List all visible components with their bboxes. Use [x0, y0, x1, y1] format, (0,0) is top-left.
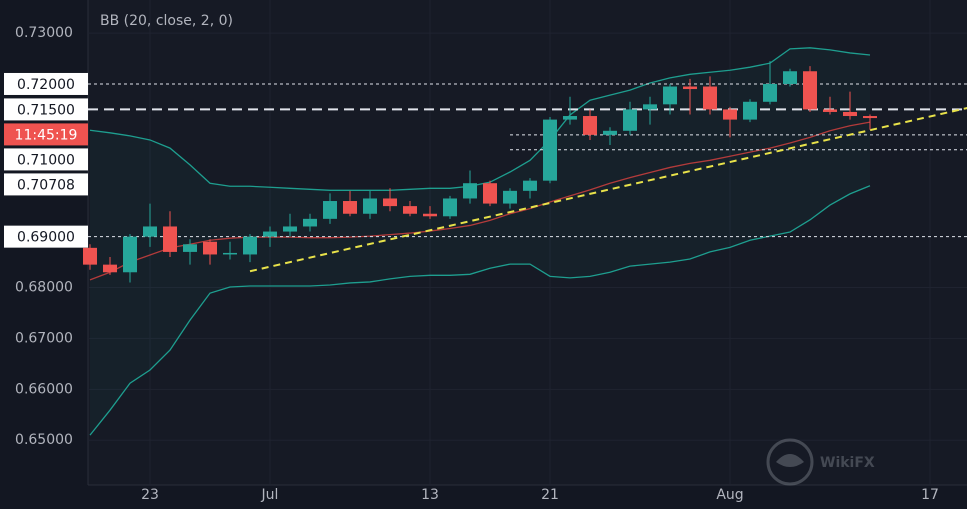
candle-body [643, 104, 657, 110]
plot-area [88, 0, 967, 485]
candle-body [343, 201, 357, 214]
level-label-box [4, 72, 88, 95]
band-lower [89, 185, 871, 436]
candle-body [823, 109, 837, 112]
candle-body [83, 247, 97, 265]
candle-body [283, 226, 297, 232]
x-tick-label: 17 [921, 487, 939, 503]
candle-body [483, 183, 497, 204]
candle-body [403, 206, 417, 214]
candle-body [383, 198, 397, 207]
watermark-group: WikiFX [766, 438, 875, 486]
level-label: 0.71500 [17, 102, 75, 118]
candle-body [683, 86, 697, 90]
level-label: 0.71000 [17, 152, 75, 168]
level-label: 0.70708 [17, 177, 75, 193]
candle-body [703, 86, 717, 110]
candle-body [543, 119, 557, 181]
indicator-label: BB (20, close, 2, 0) [100, 13, 233, 29]
candle-body [763, 83, 777, 102]
candle-body [623, 109, 637, 131]
level-label: 0.72000 [17, 77, 75, 93]
band-upper [89, 47, 871, 191]
candle-body [263, 231, 277, 237]
candle-body [423, 213, 437, 217]
candle-body [503, 190, 517, 204]
candle-body [103, 264, 117, 273]
candle-body [803, 71, 817, 110]
x-tick-label: 23 [141, 487, 159, 503]
countdown-box [4, 123, 88, 146]
y-tick-label: 0.68000 [15, 280, 73, 296]
candle-body [563, 116, 577, 120]
levels [88, 83, 967, 273]
candle-body [783, 71, 797, 84]
x-tick-label: Aug [716, 487, 743, 503]
candle-body [443, 198, 457, 217]
candle-body [303, 218, 317, 227]
bollinger-bands [89, 47, 871, 436]
candle-body [723, 109, 737, 120]
candle-body [743, 101, 757, 120]
watermark-icon [776, 454, 804, 467]
candle-body [203, 241, 217, 255]
level-label-box [4, 148, 88, 171]
candle-body [463, 183, 477, 199]
level-label: 0.69000 [17, 230, 75, 246]
candle-body [363, 198, 377, 214]
trendline [249, 107, 967, 273]
level-label-box [4, 98, 88, 121]
candle-body [183, 244, 197, 252]
level-label-box [4, 225, 88, 248]
candle-body [603, 130, 617, 135]
candle-body [163, 226, 177, 252]
x-tick-label: 13 [421, 487, 439, 503]
candle-body [863, 116, 877, 119]
candle-body [663, 86, 677, 105]
candles [83, 61, 877, 283]
candle-body [123, 236, 137, 273]
y-tick-label: 0.65000 [15, 432, 73, 448]
watermark: WikiFX [820, 455, 875, 471]
y-tick-label: 0.73000 [15, 25, 73, 41]
axis: 0.73000 0.68000 0.67000 0.66000 0.65000 23 Jul… [4, 25, 939, 503]
candle-body [243, 236, 257, 255]
candle-body [143, 226, 157, 237]
candle-body [223, 252, 237, 255]
candle-body [583, 116, 597, 135]
x-tick-label: Jul [261, 487, 279, 503]
countdown-label: 11:45:19 [15, 127, 78, 143]
watermark-icon [766, 438, 814, 486]
candle-body [843, 111, 857, 117]
level-label-box [4, 173, 88, 196]
candle-body [323, 201, 337, 219]
band-fill [90, 47, 870, 436]
band-middle [89, 121, 871, 281]
x-tick-label: 21 [541, 487, 559, 503]
candle-body [523, 180, 537, 191]
y-tick-label: 0.67000 [15, 330, 73, 346]
y-tick-label: 0.66000 [15, 381, 73, 397]
